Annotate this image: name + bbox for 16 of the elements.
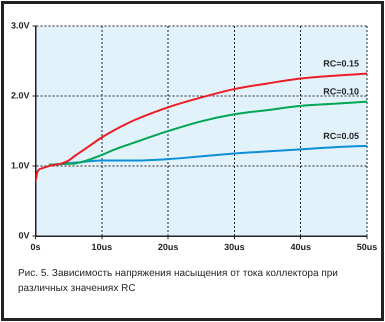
y-tick-label: 1.0V <box>11 160 30 171</box>
x-tick-label: 20us <box>158 242 178 252</box>
series-label: RC=0.15 <box>323 58 359 69</box>
x-tick-label: 30us <box>224 242 245 252</box>
series-label: RC=0.10 <box>323 86 359 97</box>
line-series <box>48 100 367 166</box>
x-tick-label: 0s <box>30 242 41 252</box>
y-tick-label: 0V <box>18 230 30 241</box>
y-tick-label: 2.0V <box>11 90 30 101</box>
x-tick-label: 50us <box>356 242 378 252</box>
x-tick-label: 10us <box>92 242 112 252</box>
series-label: RC=0.05 <box>323 130 359 141</box>
line-series <box>36 72 367 183</box>
y-tick-label: 3.0V <box>11 20 30 30</box>
x-tick-label: 40us <box>290 242 311 252</box>
text: Рис. 5. Зависимость напряжения насыщения от тока коллектора при различных значениях RC <box>18 267 339 296</box>
